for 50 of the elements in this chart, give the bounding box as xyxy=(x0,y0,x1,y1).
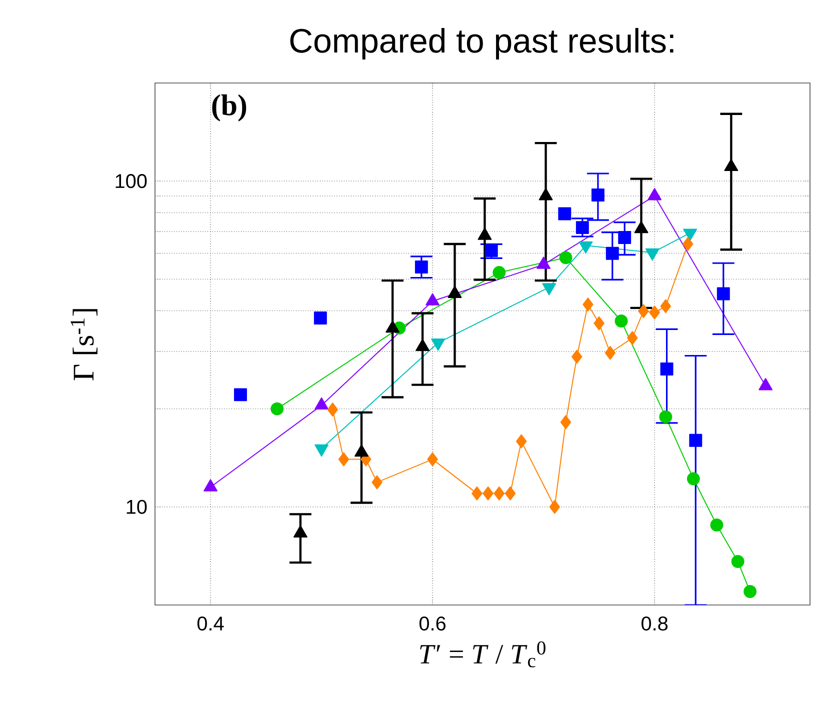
point xyxy=(614,314,628,328)
point xyxy=(560,415,572,430)
point xyxy=(414,260,428,274)
point xyxy=(372,475,382,490)
x-tick-label: 0.4 xyxy=(197,616,224,631)
point xyxy=(627,330,638,345)
point xyxy=(649,306,660,320)
point xyxy=(549,500,560,514)
point xyxy=(638,304,649,318)
annotation: (b) xyxy=(212,94,246,122)
point xyxy=(744,585,757,598)
point xyxy=(618,231,632,244)
point xyxy=(604,346,616,360)
point xyxy=(582,298,594,312)
point xyxy=(660,362,674,376)
point xyxy=(270,402,284,416)
point xyxy=(314,312,327,324)
point xyxy=(234,388,247,402)
point xyxy=(689,434,702,447)
point xyxy=(559,251,572,264)
x-axis-title: T′ = T / T$_{c}$0 xyxy=(420,641,546,668)
point xyxy=(660,299,672,314)
point xyxy=(504,486,516,500)
point xyxy=(594,316,604,330)
point xyxy=(472,486,482,500)
point xyxy=(338,452,350,466)
point xyxy=(516,434,527,448)
x-tick-label: 0.6 xyxy=(419,616,446,631)
point xyxy=(484,244,498,258)
point xyxy=(606,246,619,260)
y-tick-label: 10 xyxy=(126,500,147,514)
x-tick-label: 0.8 xyxy=(642,616,668,631)
point xyxy=(576,221,589,234)
y-axis-title: Γ [s$^{-1}$] xyxy=(70,309,98,380)
point xyxy=(682,237,694,251)
point xyxy=(494,486,505,500)
point xyxy=(731,555,744,568)
point xyxy=(492,266,506,279)
point xyxy=(327,402,338,417)
point xyxy=(716,287,730,300)
point xyxy=(482,486,494,500)
point xyxy=(591,188,604,202)
chart-title: Compared to past results: xyxy=(290,28,674,60)
point xyxy=(686,472,700,486)
point xyxy=(659,410,672,424)
point xyxy=(572,350,582,364)
point xyxy=(558,207,572,220)
point xyxy=(427,452,438,466)
y-tick-label: 100 xyxy=(116,174,147,188)
point xyxy=(710,518,724,532)
